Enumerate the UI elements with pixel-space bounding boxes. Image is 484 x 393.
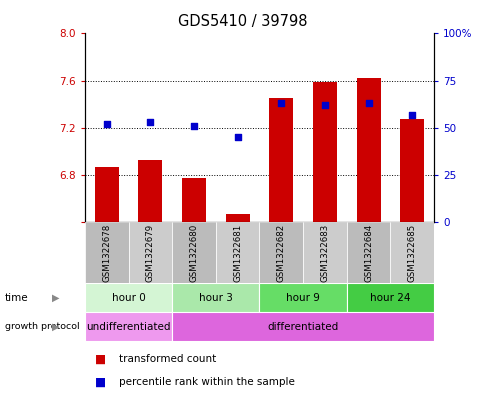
Text: percentile rank within the sample: percentile rank within the sample xyxy=(119,377,294,387)
Bar xyxy=(172,222,215,283)
Bar xyxy=(172,312,433,341)
Text: transformed count: transformed count xyxy=(119,354,216,364)
Text: hour 24: hour 24 xyxy=(369,293,410,303)
Point xyxy=(146,119,154,125)
Text: undifferentiated: undifferentiated xyxy=(86,322,170,332)
Text: GSM1322680: GSM1322680 xyxy=(189,224,198,282)
Point xyxy=(190,123,197,129)
Text: growth protocol: growth protocol xyxy=(5,322,79,331)
Text: GDS5410 / 39798: GDS5410 / 39798 xyxy=(177,14,307,29)
Text: GSM1322678: GSM1322678 xyxy=(102,224,111,282)
Bar xyxy=(128,222,172,283)
Bar xyxy=(312,82,336,222)
Text: GSM1322684: GSM1322684 xyxy=(363,224,372,282)
Point xyxy=(320,102,328,108)
Bar xyxy=(399,119,424,222)
Bar xyxy=(259,222,302,283)
Bar xyxy=(269,98,293,222)
Bar xyxy=(346,283,433,312)
Bar xyxy=(85,222,128,283)
Bar xyxy=(259,283,346,312)
Bar xyxy=(94,167,119,222)
Point xyxy=(277,100,285,107)
Point xyxy=(103,121,110,127)
Point xyxy=(364,100,372,107)
Text: GSM1322681: GSM1322681 xyxy=(233,224,242,282)
Bar xyxy=(215,222,259,283)
Bar xyxy=(346,222,390,283)
Text: hour 3: hour 3 xyxy=(198,293,232,303)
Text: time: time xyxy=(5,293,29,303)
Text: GSM1322679: GSM1322679 xyxy=(146,224,154,282)
Bar xyxy=(182,178,206,222)
Bar xyxy=(390,222,433,283)
Bar xyxy=(85,312,172,341)
Bar xyxy=(302,222,346,283)
Text: GSM1322683: GSM1322683 xyxy=(320,224,329,282)
Text: hour 0: hour 0 xyxy=(111,293,145,303)
Point xyxy=(233,134,241,140)
Bar xyxy=(172,283,259,312)
Bar xyxy=(225,214,249,222)
Text: GSM1322682: GSM1322682 xyxy=(276,224,285,282)
Bar xyxy=(356,78,380,222)
Text: ▶: ▶ xyxy=(52,322,60,332)
Bar xyxy=(85,283,172,312)
Point xyxy=(408,111,415,118)
Text: ▶: ▶ xyxy=(52,293,60,303)
Text: GSM1322685: GSM1322685 xyxy=(407,224,416,282)
Text: differentiated: differentiated xyxy=(267,322,338,332)
Text: ■: ■ xyxy=(94,352,106,365)
Text: ■: ■ xyxy=(94,376,106,389)
Bar xyxy=(138,160,162,222)
Text: hour 9: hour 9 xyxy=(286,293,319,303)
